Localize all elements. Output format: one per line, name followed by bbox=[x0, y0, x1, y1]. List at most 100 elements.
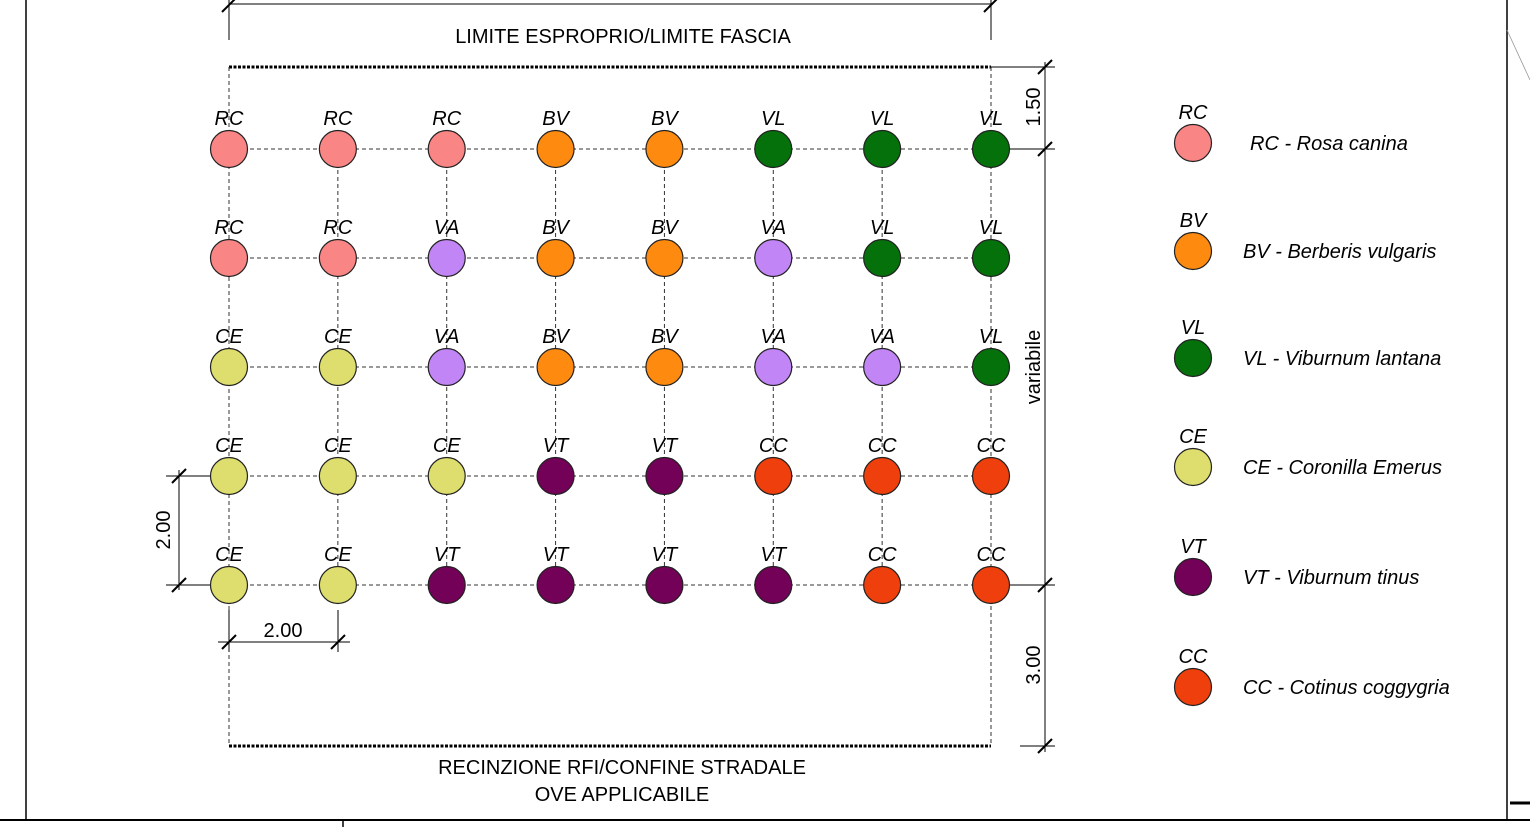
plant-bv bbox=[536, 129, 575, 169]
plant-code-label: BV bbox=[651, 108, 679, 130]
plant-va bbox=[427, 347, 466, 387]
column-spacing-label: 2.00 bbox=[264, 620, 303, 642]
plant-code-label: CC bbox=[868, 544, 897, 566]
plant-code-label: VL bbox=[761, 108, 785, 130]
plant-code-label: CE bbox=[433, 435, 461, 457]
plant-code-label: RC bbox=[323, 217, 352, 239]
legend-swatch-vt bbox=[1173, 557, 1213, 597]
legend-label: CE - Coronilla Emerus bbox=[1243, 457, 1442, 479]
plant-code-label: CE bbox=[215, 435, 243, 457]
plant-code-label: VA bbox=[760, 326, 786, 348]
plant-vl bbox=[863, 238, 902, 278]
variable-dimension: variabile bbox=[1023, 330, 1045, 404]
plant-va bbox=[863, 347, 902, 387]
plant-cc bbox=[863, 456, 902, 496]
plant-code-label: CC bbox=[759, 435, 788, 457]
right-dimension-chain bbox=[991, 59, 1055, 754]
legend-swatch-rc bbox=[1173, 123, 1213, 163]
plant-code-label: VT bbox=[652, 435, 679, 457]
plant-rc bbox=[318, 238, 357, 278]
plant-code-label: CE bbox=[324, 435, 352, 457]
plant-va bbox=[754, 238, 793, 278]
plant-code-label: VA bbox=[434, 217, 460, 239]
top-boundary-label: LIMITE ESPROPRIO/LIMITE FASCIA bbox=[455, 26, 791, 48]
plant-vt bbox=[427, 565, 466, 605]
plant-vl bbox=[754, 129, 793, 169]
plant-code-label: BV bbox=[651, 217, 679, 239]
plant-vt bbox=[536, 456, 575, 496]
plant-cc bbox=[971, 456, 1011, 496]
legend-code: VL bbox=[1181, 317, 1205, 339]
plant-vt bbox=[645, 565, 684, 605]
plant-vt bbox=[645, 456, 684, 496]
plant-code-label: BV bbox=[542, 217, 570, 239]
plant-ce bbox=[427, 456, 466, 496]
plant-code-label: VA bbox=[434, 326, 460, 348]
row-spacing-label: 2.00 bbox=[153, 511, 175, 550]
bottom-boundary-label-line2: OVE APPLICABILE bbox=[535, 784, 710, 806]
legend-swatch-bv bbox=[1173, 231, 1213, 271]
top-offset-dimension: 1.50 bbox=[1023, 88, 1045, 127]
plant-code-label: VL bbox=[979, 326, 1003, 348]
plant-code-label: RC bbox=[215, 108, 244, 130]
plant-code-label: CC bbox=[868, 435, 897, 457]
plant-vt bbox=[754, 565, 793, 605]
row-spacing-dimension bbox=[166, 468, 210, 593]
legend-swatch-cc bbox=[1173, 667, 1213, 707]
plant-code-label: BV bbox=[651, 326, 679, 348]
plant-code-label: CC bbox=[977, 435, 1006, 457]
legend-swatch-vl bbox=[1173, 338, 1213, 378]
plant-code-label: RC bbox=[323, 108, 352, 130]
plant-rc bbox=[209, 238, 249, 278]
plant-bv bbox=[536, 347, 575, 387]
bottom-offset-dimension: 3.00 bbox=[1023, 646, 1045, 685]
plant-ce bbox=[318, 565, 357, 605]
plant-rc bbox=[427, 129, 466, 169]
plant-va bbox=[754, 347, 793, 387]
plant-code-label: VL bbox=[979, 217, 1003, 239]
plant-cc bbox=[971, 565, 1011, 605]
plant-va bbox=[427, 238, 466, 278]
legend-code: VT bbox=[1180, 536, 1207, 558]
plant-code-label: VA bbox=[760, 217, 786, 239]
planting-grid-lines bbox=[228, 67, 992, 746]
plant-ce bbox=[318, 347, 357, 387]
legend-code: RC bbox=[1179, 102, 1208, 124]
plant-code-label: BV bbox=[542, 108, 570, 130]
plant-rc bbox=[209, 129, 249, 169]
plant-bv bbox=[536, 238, 575, 278]
plant-vl bbox=[971, 238, 1011, 278]
plant-vl bbox=[971, 129, 1011, 169]
plant-cc bbox=[754, 456, 793, 496]
plant-ce bbox=[209, 456, 249, 496]
plant-code-label: CE bbox=[324, 544, 352, 566]
plant-code-label: VL bbox=[870, 217, 894, 239]
plant-code-label: CE bbox=[215, 544, 243, 566]
plant-bv bbox=[645, 347, 684, 387]
legend-label: CC - Cotinus coggygria bbox=[1243, 677, 1450, 699]
legend-code: CC bbox=[1179, 646, 1208, 668]
plant-vt bbox=[536, 565, 575, 605]
plant-code-label: VL bbox=[870, 108, 894, 130]
legend-swatch-ce bbox=[1173, 447, 1213, 487]
plant-code-label: CE bbox=[215, 326, 243, 348]
plant-code-label: VT bbox=[543, 435, 570, 457]
column-spacing-dimension bbox=[218, 610, 350, 652]
plant-cc bbox=[863, 565, 902, 605]
plant-code-label: VL bbox=[979, 108, 1003, 130]
plant-code-label: RC bbox=[215, 217, 244, 239]
legend-label: VT - Viburnum tinus bbox=[1243, 567, 1419, 589]
plant-code-label: VT bbox=[761, 544, 788, 566]
plant-vl bbox=[971, 347, 1011, 387]
plant-code-label: CE bbox=[324, 326, 352, 348]
plant-code-label: BV bbox=[542, 326, 570, 348]
plant-bv bbox=[645, 129, 684, 169]
plant-code-label: VT bbox=[434, 544, 461, 566]
plant-code-label: VT bbox=[543, 544, 570, 566]
planting-grid: RC RC RC BV BV VL VL VL RC RC VA BV BV VA VL VL CE CE VA BV… bbox=[209, 108, 1011, 605]
plant-bv bbox=[645, 238, 684, 278]
legend-label: VL - Viburnum lantana bbox=[1243, 348, 1441, 370]
legend-label: BV - Berberis vulgaris bbox=[1243, 241, 1436, 263]
